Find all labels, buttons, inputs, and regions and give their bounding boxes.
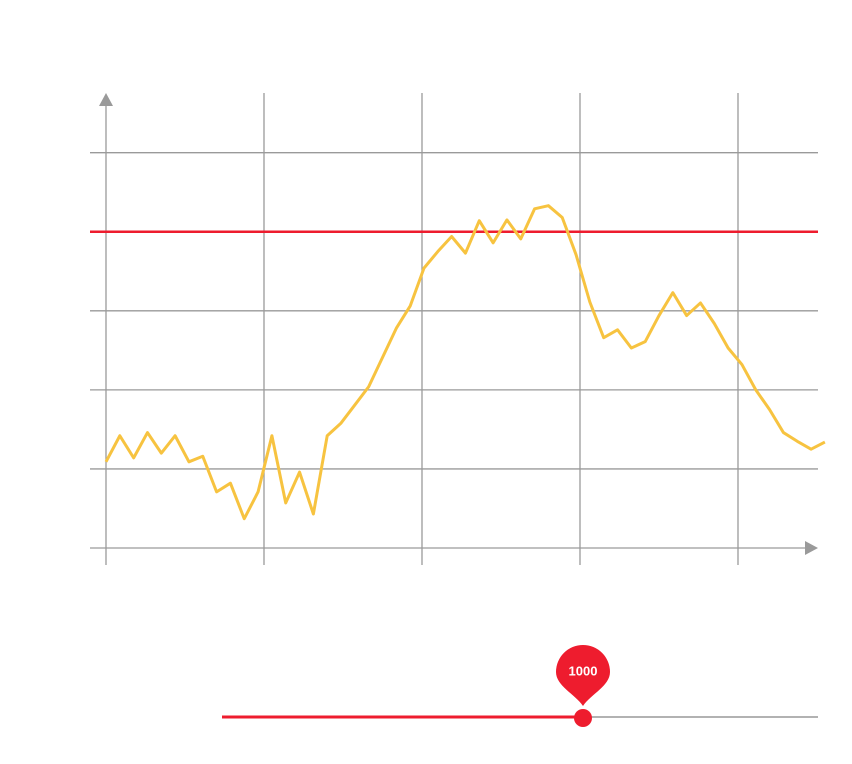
- chart: [90, 93, 826, 565]
- y-axis-arrow: [99, 93, 113, 106]
- data-line: [104, 204, 826, 521]
- x-axis-arrow: [805, 541, 818, 555]
- slider-knob[interactable]: [574, 709, 592, 727]
- slider-value: 1000: [569, 663, 598, 678]
- slider-value-pin: [556, 645, 610, 706]
- slider[interactable]: 1000: [222, 645, 818, 727]
